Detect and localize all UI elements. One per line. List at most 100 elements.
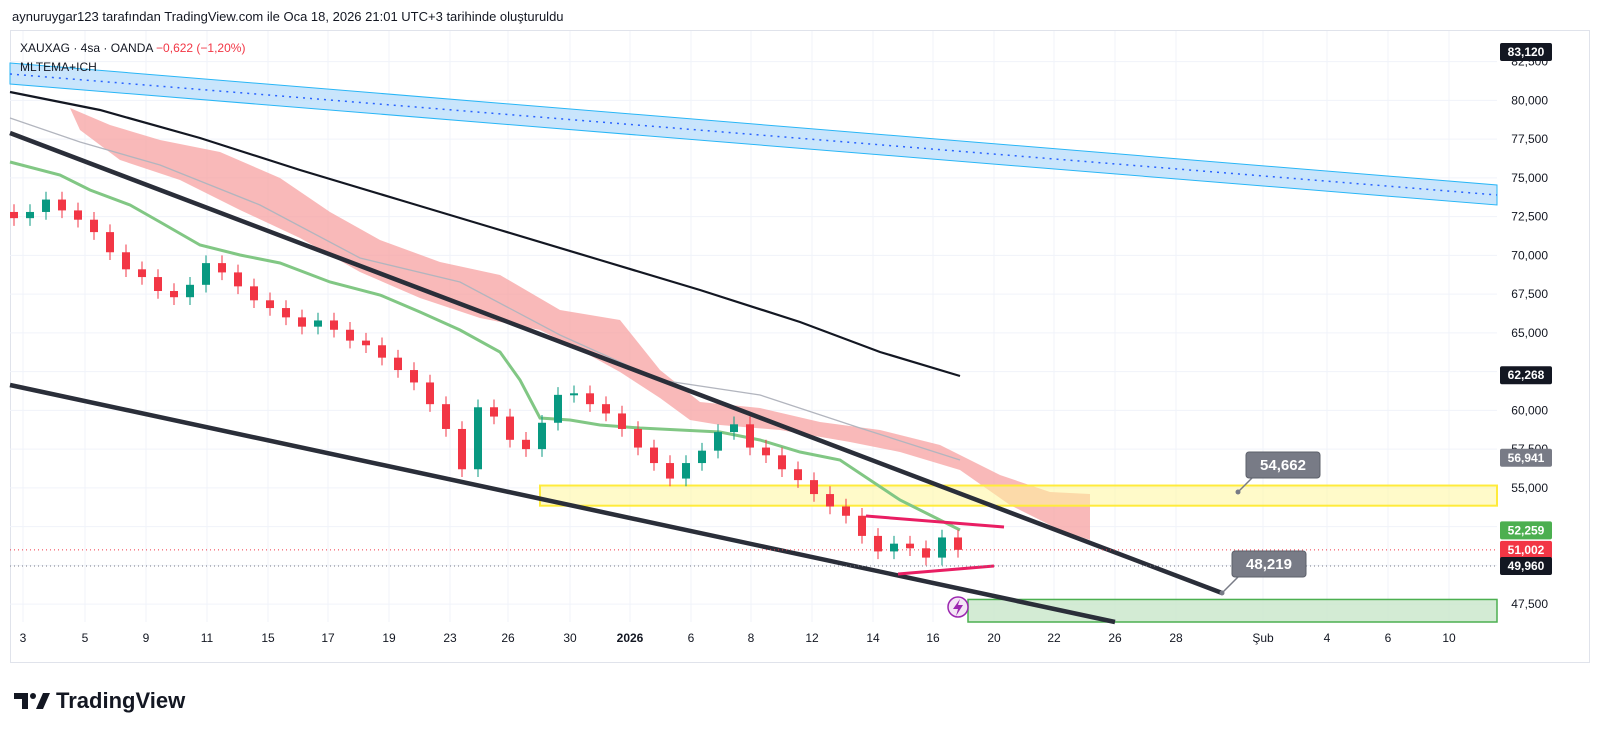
- callout-leader: [1237, 477, 1253, 493]
- candle-body: [490, 407, 498, 417]
- candle-body: [714, 432, 722, 451]
- candle-body: [154, 277, 162, 292]
- y-tick-label: 67,500: [1511, 287, 1548, 301]
- symbol-legend[interactable]: XAUXAG · 4sa · OANDA −0,622 (−1,20%): [20, 41, 245, 55]
- candle-body: [650, 447, 658, 464]
- upper-trendline: [9, 130, 1223, 596]
- candle-body: [266, 300, 274, 309]
- black-ema: [9, 90, 961, 378]
- candle-body: [26, 211, 34, 219]
- candle-body: [426, 382, 434, 405]
- price-label-text: 52,259: [1508, 523, 1545, 537]
- price-label-box: [1500, 521, 1552, 540]
- x-tick-label: 23: [443, 631, 457, 645]
- x-tick-label: 11: [201, 631, 214, 645]
- candle-body: [90, 219, 98, 233]
- candle-body: [58, 199, 66, 211]
- x-tick-label: 15: [261, 631, 275, 645]
- price-label-text: 62,268: [1508, 368, 1545, 382]
- x-tick-label: 26: [501, 631, 515, 645]
- x-tick-label: 16: [926, 631, 940, 645]
- candle-body: [538, 422, 546, 450]
- callout-box: [1231, 550, 1307, 578]
- y-tick-label: 55,000: [1511, 481, 1548, 495]
- green-ema: [9, 160, 961, 532]
- candle-body: [298, 317, 306, 327]
- zone-layer: [539, 484, 1498, 623]
- candle-body: [442, 404, 450, 429]
- candle-body: [138, 269, 146, 278]
- x-tick-label: 30: [563, 631, 577, 645]
- candlestick-series: [10, 191, 962, 566]
- candle-body: [954, 537, 962, 550]
- price-label-text: 51,002: [1508, 543, 1545, 557]
- x-tick-label: 4: [1324, 631, 1331, 645]
- symbol-name: XAUXAG · 4sa · OANDA: [20, 41, 153, 55]
- x-tick-label: 26: [1108, 631, 1122, 645]
- y-tick-label: 72,500: [1511, 210, 1548, 224]
- y-tick-label: 80,000: [1511, 93, 1548, 107]
- candle-body: [682, 463, 690, 479]
- y-tick-label: 47,500: [1511, 597, 1548, 611]
- y-tick-label: 60,000: [1511, 403, 1548, 417]
- x-tick-label: 17: [321, 631, 335, 645]
- x-tick-label: 14: [866, 631, 880, 645]
- candle-body: [282, 308, 290, 318]
- candle-body: [42, 199, 50, 212]
- callout-text: 48,219: [1246, 556, 1292, 573]
- callout-leader: [1221, 576, 1239, 594]
- candle-body: [794, 469, 802, 481]
- trendline-layer: [9, 90, 1497, 625]
- candle-body: [74, 210, 82, 220]
- y-tick-label: 65,000: [1511, 326, 1548, 340]
- candle-body: [842, 506, 850, 516]
- tradingview-logo[interactable]: TradingView: [14, 688, 185, 714]
- candle-body: [570, 393, 578, 396]
- candle-body: [698, 450, 706, 464]
- x-tick-label: 28: [1169, 631, 1183, 645]
- upper-channel: [9, 62, 1498, 206]
- price-label-box: [1500, 366, 1552, 385]
- triangle-lower: [897, 564, 995, 576]
- candle-body: [890, 543, 898, 552]
- x-tick-label: 6: [688, 631, 695, 645]
- price-label-text: 83,120: [1508, 45, 1545, 59]
- x-tick-label: 10: [1442, 631, 1456, 645]
- candle-body: [874, 535, 882, 552]
- brand-name: TradingView: [56, 688, 186, 713]
- candle-body: [474, 407, 482, 470]
- attribution-text: aynuruygar123 tarafından TradingView.com…: [12, 9, 564, 24]
- target-zone: [967, 598, 1498, 623]
- candle-body: [346, 329, 354, 341]
- candle-body: [730, 424, 738, 433]
- candle-body: [826, 494, 834, 507]
- candle-body: [618, 413, 626, 429]
- candle-body: [506, 416, 514, 440]
- resistance-zone: [539, 484, 1498, 507]
- candle-body: [634, 428, 642, 448]
- candle-body: [522, 439, 530, 450]
- candle-body: [218, 263, 226, 273]
- candle-body: [202, 263, 210, 285]
- tradingview-icon: [14, 693, 50, 709]
- candle-body: [810, 480, 818, 495]
- candle-body: [746, 424, 754, 448]
- candle-body: [938, 537, 946, 558]
- label-layer: 3 5 9 11 15 17 19 23 26 30 2026 6 8 12 14 16 20 22 26 28 Şub…: [20, 43, 1552, 645]
- candle-body: [234, 272, 242, 287]
- candle-body: [330, 320, 338, 330]
- x-tick-label: 22: [1047, 631, 1061, 645]
- x-tick-label: 12: [805, 631, 819, 645]
- candle-body: [410, 370, 418, 383]
- x-tick-label: 3: [20, 631, 27, 645]
- indicator-legend[interactable]: MLTEMA+ICH: [20, 60, 97, 74]
- price-label-box: [1500, 448, 1552, 467]
- x-tick-label: 2026: [617, 631, 644, 645]
- price-label-box: [1500, 43, 1552, 61]
- candle-body: [378, 345, 386, 358]
- candle-body: [906, 543, 914, 549]
- chart-frame: [10, 30, 1590, 663]
- candle-body: [362, 340, 370, 346]
- x-tick-label: 19: [382, 631, 396, 645]
